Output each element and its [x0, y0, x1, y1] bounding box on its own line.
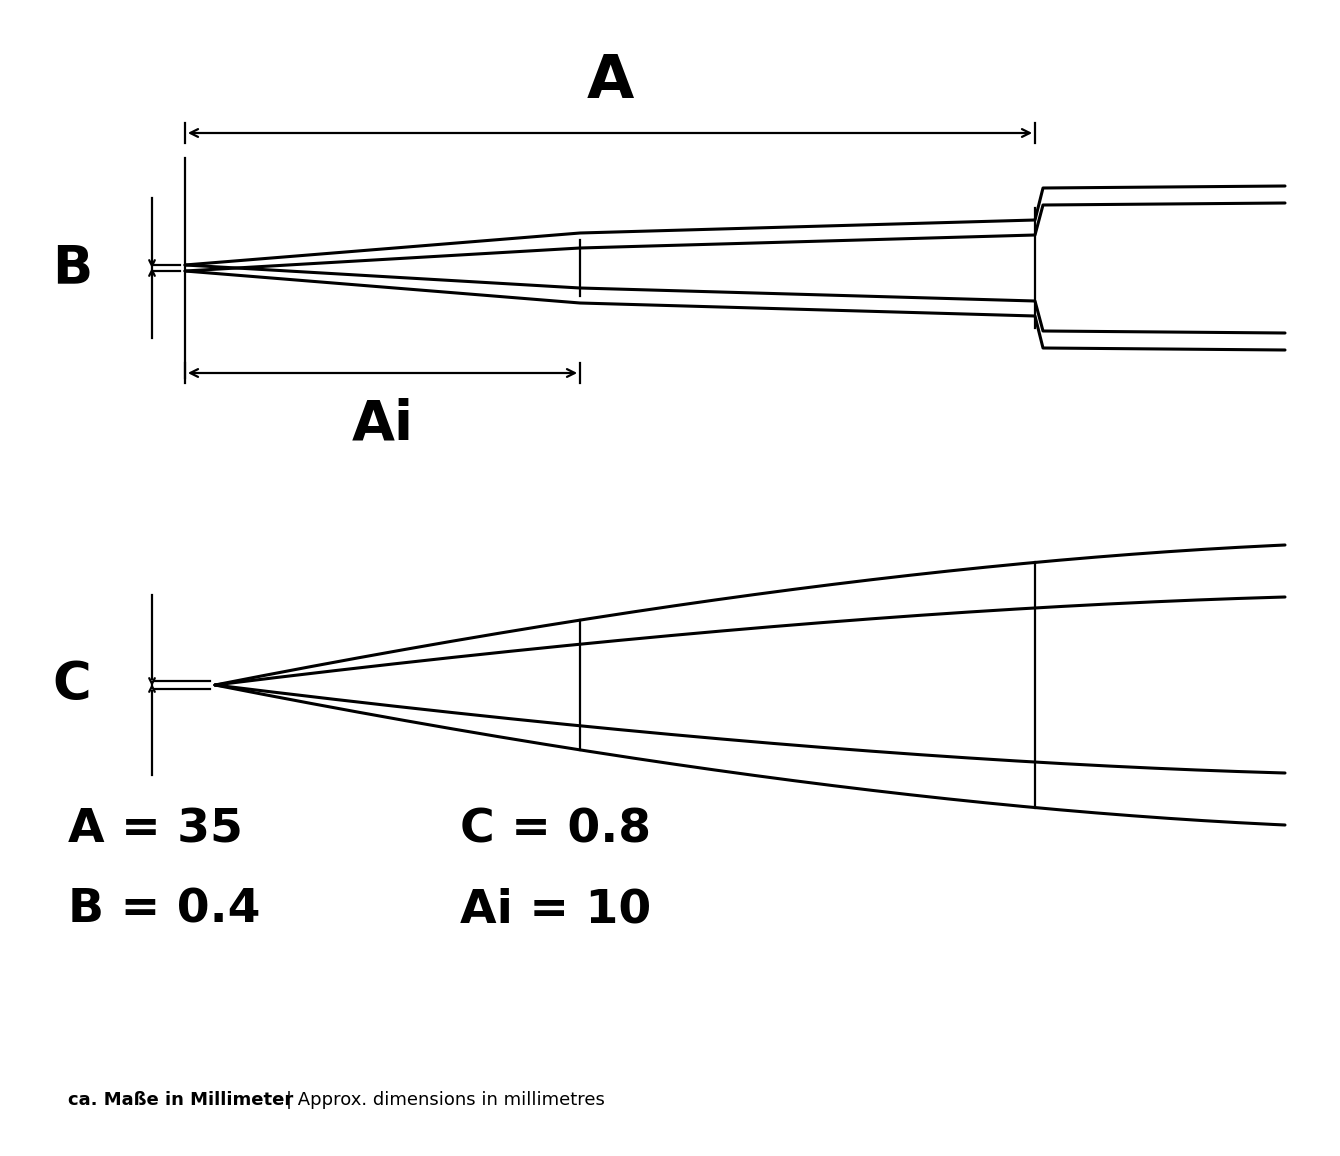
- Text: Ai = 10: Ai = 10: [460, 888, 651, 933]
- Text: A = 35: A = 35: [68, 808, 243, 852]
- Text: A: A: [587, 52, 634, 111]
- Text: B = 0.4: B = 0.4: [68, 888, 260, 933]
- Text: ca. Maße in Millimeter: ca. Maße in Millimeter: [68, 1091, 293, 1109]
- Text: C = 0.8: C = 0.8: [460, 808, 651, 852]
- Text: | Approx. dimensions in millimetres: | Approx. dimensions in millimetres: [285, 1091, 604, 1109]
- Text: C: C: [52, 659, 91, 711]
- Text: Ai: Ai: [351, 398, 414, 452]
- Text: B: B: [52, 242, 92, 294]
